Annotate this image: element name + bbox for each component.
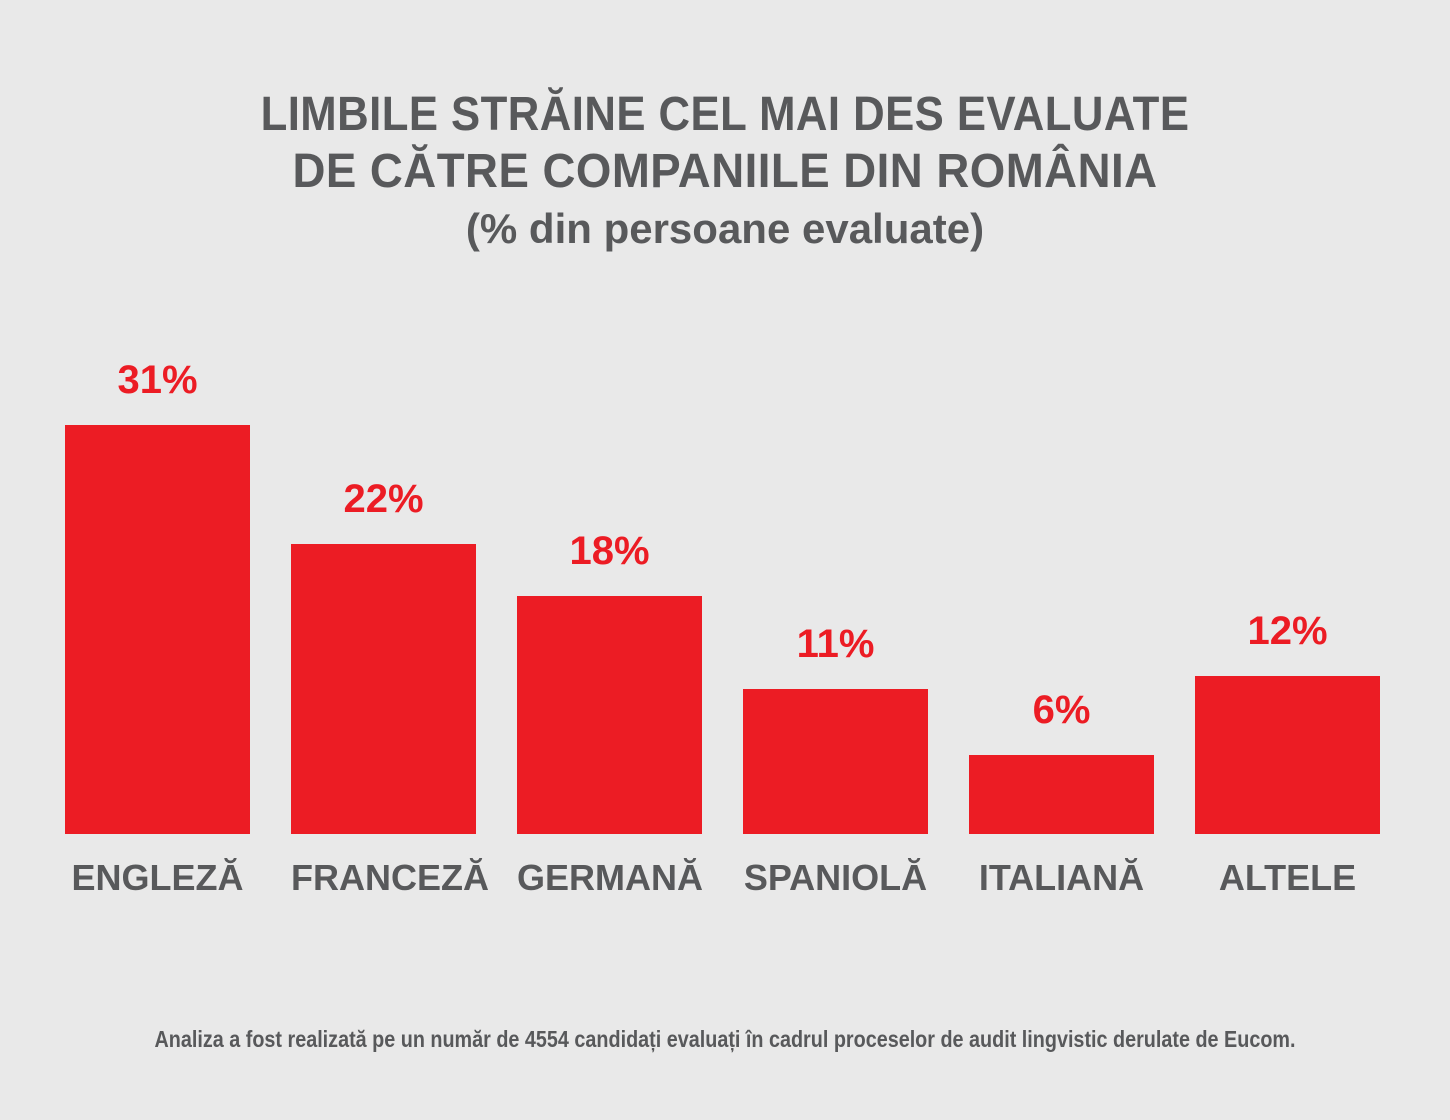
- bar-value-label: 22%: [343, 477, 424, 521]
- bar-group-altele: 12%: [1195, 610, 1380, 834]
- category-label-germana: GERMANĂ: [517, 857, 703, 898]
- bar-group-italiana: 6%: [969, 689, 1154, 834]
- title-block: LIMBILE STRĂINE CEL MAI DES EVALUATE DE …: [0, 86, 1450, 254]
- footer-note: Analiza a fost realizată pe un număr de …: [154, 1026, 1296, 1052]
- bar-altele: [1195, 676, 1380, 834]
- chart-title-line2: DE CĂTRE COMPANIILE DIN ROMÂNIA: [292, 145, 1158, 198]
- bar-group-engleza: 31%: [65, 359, 250, 834]
- bar-value-label: 11%: [796, 622, 875, 666]
- bar-germana: [517, 596, 702, 834]
- category-label-engleza: ENGLEZĂ: [71, 857, 244, 898]
- category-label-altele: ALTELE: [1218, 857, 1357, 898]
- bar-value-label: 12%: [1247, 609, 1328, 653]
- category-label-franceza: FRANCEZĂ: [291, 857, 489, 898]
- chart-subtitle: (% din persoane evaluate): [465, 205, 985, 252]
- bar-spaniola: [743, 689, 928, 834]
- category-labels-row: ENGLEZĂ FRANCEZĂ GERMANĂ SPANIOLĂ ITALIA…: [65, 856, 1380, 900]
- bar-franceza: [291, 544, 476, 834]
- bars-row: 31% 22% 18% 11% 6% 12%: [65, 359, 1380, 834]
- bar-group-spaniola: 11%: [743, 623, 928, 834]
- category-label-italiana: ITALIANĂ: [978, 857, 1145, 898]
- bar-value-label: 31%: [117, 358, 198, 402]
- chart-title-line1: LIMBILE STRĂINE CEL MAI DES EVALUATE: [260, 88, 1190, 141]
- bar-group-franceza: 22%: [291, 478, 476, 834]
- bar-value-label: 18%: [569, 529, 650, 573]
- bar-italiana: [969, 755, 1154, 834]
- bar-group-germana: 18%: [517, 530, 702, 834]
- bar-value-label: 6%: [1032, 688, 1091, 732]
- category-label-spaniola: SPANIOLĂ: [743, 857, 928, 898]
- bar-engleza: [65, 425, 250, 834]
